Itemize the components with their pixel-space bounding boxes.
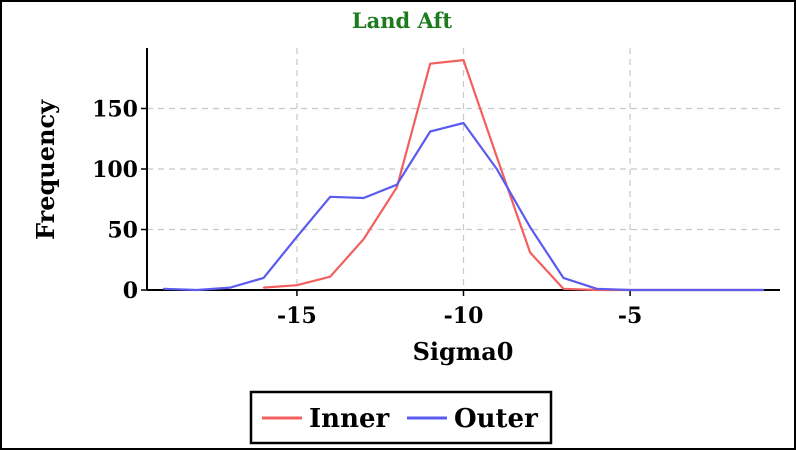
- data-point-outer: [296, 235, 298, 238]
- data-point-outer: [429, 130, 431, 133]
- data-point-inner: [429, 62, 431, 65]
- axes: [141, 48, 780, 296]
- legend: Inner Outer: [249, 390, 553, 445]
- x-tick-label: -10: [444, 303, 484, 329]
- data-point-outer: [529, 226, 531, 228]
- grid-lines: [147, 48, 780, 291]
- y-tick-label: 50: [107, 218, 138, 244]
- chart-title: Land Aft: [352, 8, 453, 33]
- data-point-inner: [296, 284, 298, 286]
- data-point-outer: [362, 197, 365, 199]
- data-point-inner: [496, 156, 498, 158]
- series-line-inner: [263, 58, 764, 292]
- x-tick-label: -15: [277, 303, 317, 329]
- series-lines: [162, 58, 765, 292]
- data-point-outer: [462, 122, 465, 124]
- data-point-outer: [762, 289, 765, 291]
- x-tick-label: -5: [618, 303, 642, 329]
- data-point-inner: [462, 59, 465, 61]
- y-axis-label: Frequency: [31, 99, 60, 240]
- legend-label-inner: Inner: [309, 404, 390, 434]
- y-tick-label: 0: [123, 278, 138, 304]
- data-point-inner: [529, 251, 531, 254]
- y-tick-label: 100: [92, 157, 138, 183]
- data-point-outer: [629, 289, 631, 291]
- data-point-outer: [262, 277, 265, 279]
- data-point-inner: [562, 287, 565, 290]
- data-point-outer: [595, 287, 598, 290]
- y-tick-label: 150: [92, 97, 138, 123]
- data-point-outer: [562, 277, 565, 279]
- data-point-outer: [329, 196, 332, 198]
- data-point-inner: [262, 286, 265, 289]
- data-point-outer: [196, 289, 198, 291]
- legend-label-outer: Outer: [454, 404, 538, 434]
- tick-labels: -15 -10 -5 0 50 100 150: [92, 97, 642, 330]
- data-point-outer: [496, 168, 498, 170]
- data-point-outer: [396, 183, 398, 186]
- x-axis-label: Sigma0: [413, 337, 514, 366]
- data-point-inner: [396, 186, 398, 188]
- data-point-inner: [362, 238, 365, 240]
- series-line-outer: [163, 121, 764, 292]
- data-point-inner: [329, 275, 332, 278]
- data-point-outer: [162, 287, 165, 290]
- data-point-outer: [229, 286, 232, 289]
